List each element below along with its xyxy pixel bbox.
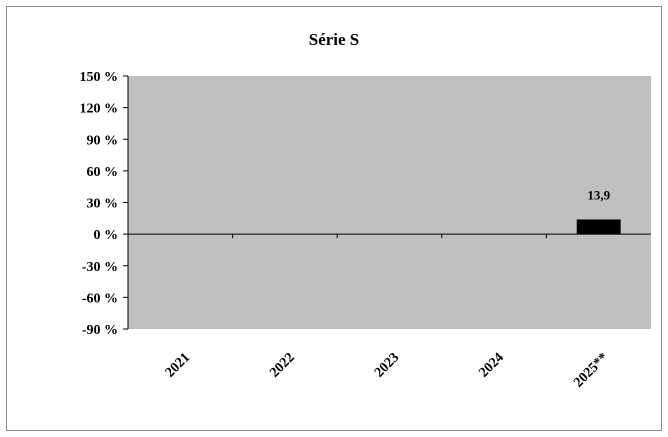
y-tick-label: -90 % (82, 323, 118, 338)
y-tick-label: 90 % (87, 133, 119, 148)
plot-area (128, 76, 651, 329)
chart-frame (6, 6, 662, 431)
y-tick-label: 150 % (80, 70, 119, 85)
x-tick-label: 2023 (372, 350, 402, 380)
x-tick-label: 2025** (571, 350, 611, 390)
x-tick-label: 2021 (163, 350, 193, 380)
y-tick-label: -30 % (82, 260, 118, 275)
x-tick-label: 2022 (267, 350, 297, 380)
chart-title: Série S (308, 30, 360, 49)
y-tick-label: -60 % (82, 291, 118, 306)
bar (576, 219, 621, 235)
y-tick-label: 30 % (87, 197, 119, 212)
y-tick-label: 0 % (94, 228, 119, 243)
x-tick-label: 2024 (477, 350, 507, 380)
data-label: 13,9 (587, 187, 610, 202)
y-tick-label: 120 % (80, 102, 119, 117)
y-tick-label: 60 % (87, 165, 119, 180)
